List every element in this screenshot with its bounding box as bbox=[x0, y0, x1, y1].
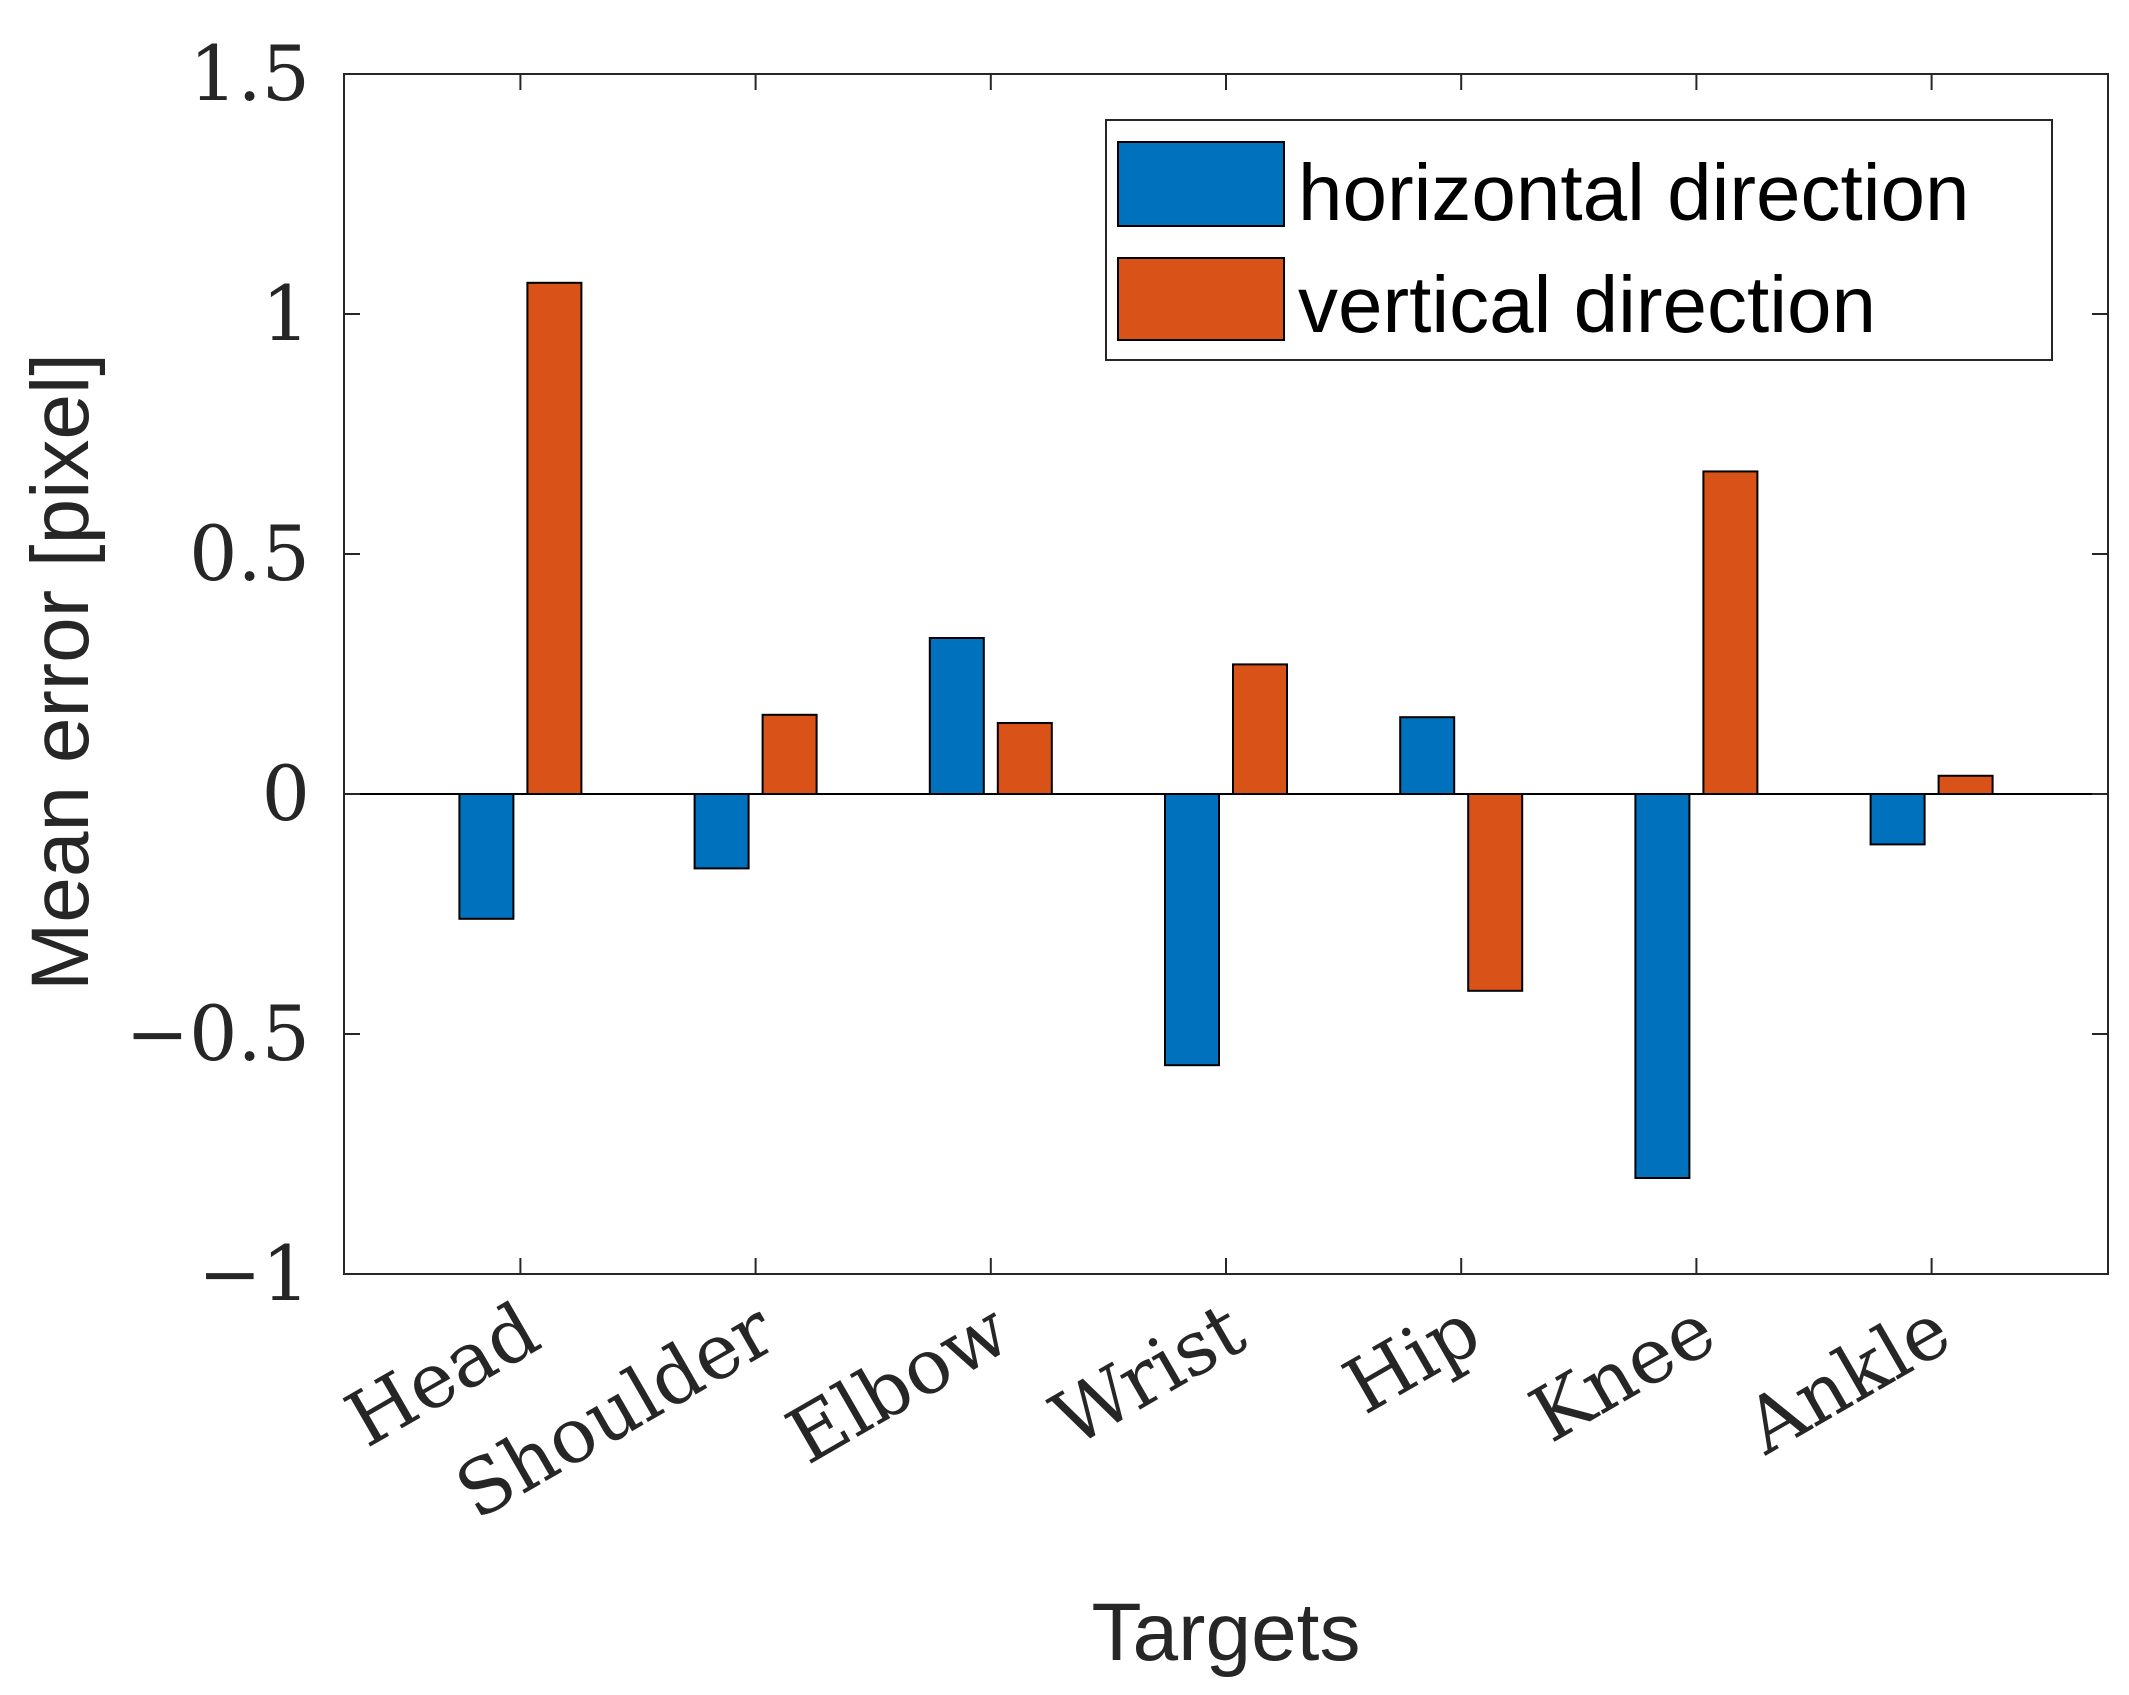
bar-horizontal-hip bbox=[1399, 716, 1456, 796]
bar-horizontal-wrist bbox=[1164, 793, 1220, 1067]
legend: horizontal direction vertical direction bbox=[1105, 119, 2053, 361]
y-tick-label: 0 bbox=[262, 749, 310, 838]
y-tick-label: −1 bbox=[198, 1229, 310, 1318]
legend-label-vertical: vertical direction bbox=[1298, 260, 1876, 349]
y-tick-label: −0.5 bbox=[125, 989, 310, 1078]
bars-layer bbox=[458, 281, 1994, 1179]
bar-vertical-ankle bbox=[1937, 774, 1994, 796]
y-tick-label: 0.5 bbox=[189, 509, 310, 598]
y-axis-label: Mean error [pixel] bbox=[15, 353, 106, 991]
x-tick-label-wrist: Wrist bbox=[1037, 1285, 1259, 1465]
bar-horizontal-knee bbox=[1634, 793, 1691, 1179]
bar-vertical-hip bbox=[1467, 793, 1524, 992]
y-tick-label: 1 bbox=[262, 269, 310, 358]
legend-swatch-horizontal bbox=[1117, 141, 1285, 227]
bar-vertical-elbow bbox=[996, 721, 1053, 796]
x-axis-label: Targets bbox=[1092, 1587, 1361, 1678]
bar-horizontal-ankle bbox=[1869, 793, 1926, 846]
x-tick-label-knee: Knee bbox=[1515, 1285, 1729, 1460]
bar-vertical-knee bbox=[1702, 470, 1759, 795]
legend-label-horizontal: horizontal direction bbox=[1298, 148, 1969, 237]
x-tick-label-ankle: Ankle bbox=[1729, 1285, 1964, 1472]
legend-swatch-vertical bbox=[1117, 257, 1285, 341]
y-tick-label: 1.5 bbox=[189, 29, 310, 118]
bar-vertical-wrist bbox=[1232, 663, 1288, 796]
bar-horizontal-head bbox=[458, 793, 515, 920]
bar-vertical-head bbox=[526, 281, 583, 795]
x-tick-label-hip: Hip bbox=[1329, 1285, 1494, 1432]
bar-horizontal-shoulder bbox=[693, 793, 750, 870]
bar-horizontal-elbow bbox=[928, 637, 985, 795]
bar-vertical-shoulder bbox=[761, 713, 818, 795]
x-tick-label-elbow: Elbow bbox=[772, 1285, 1024, 1482]
